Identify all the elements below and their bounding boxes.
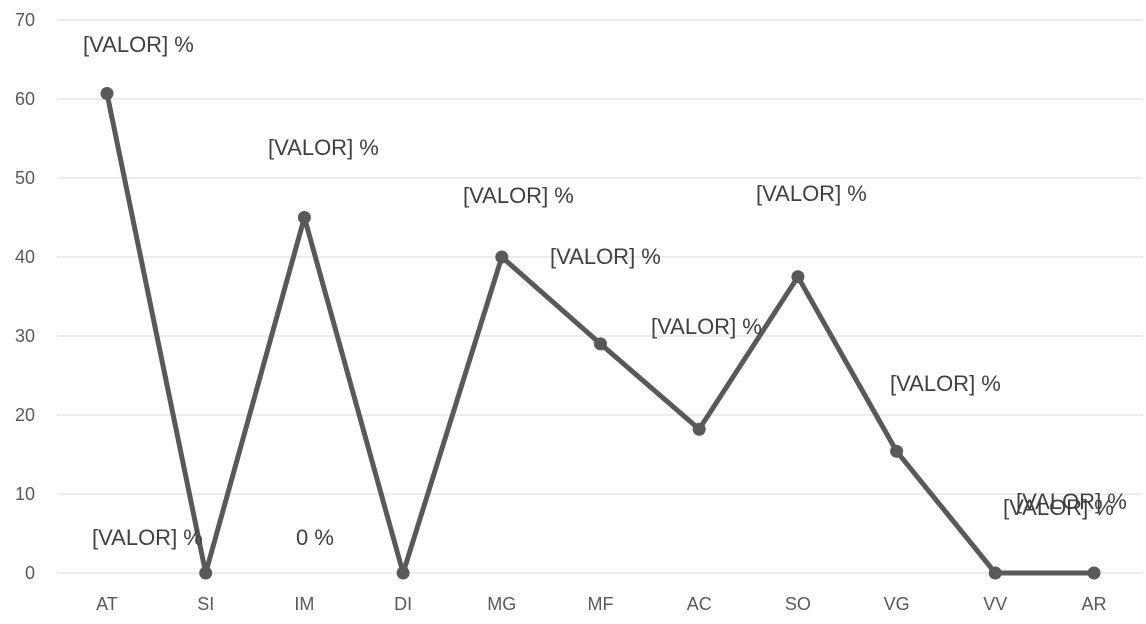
x-tick-label: DI <box>394 594 412 614</box>
data-point <box>297 211 311 224</box>
y-tick-label: 60 <box>15 89 35 109</box>
data-label: [VALOR] % <box>550 244 661 269</box>
data-point <box>100 86 114 100</box>
data-point <box>890 444 904 458</box>
y-tick-label: 20 <box>15 405 35 425</box>
data-label: 0 % <box>296 525 334 550</box>
x-tick-label: SO <box>785 594 811 614</box>
x-axis-ticks: AT SI IM DI MG MF AC SO VG VV AR <box>96 594 1106 614</box>
series-line <box>104 91 1097 576</box>
x-tick-label: AC <box>687 594 712 614</box>
data-point <box>692 422 706 436</box>
x-tick-label: VG <box>884 594 910 614</box>
y-axis-ticks: 0 10 20 30 40 50 60 70 <box>15 10 35 583</box>
data-point <box>988 566 1002 580</box>
y-tick-label: 40 <box>15 247 35 267</box>
data-label: [VALOR] % <box>92 525 203 550</box>
data-label: [VALOR] % <box>83 32 194 57</box>
data-point <box>791 270 805 284</box>
series-line-path <box>104 91 1097 576</box>
data-labels: [VALOR] %[VALOR] %[VALOR] %0 %[VALOR] %[… <box>83 32 1127 550</box>
data-label: [VALOR] % <box>756 181 867 206</box>
data-label: [VALOR] % <box>1016 489 1127 514</box>
y-tick-label: 70 <box>15 10 35 30</box>
data-point <box>396 566 410 580</box>
x-tick-label: IM <box>294 594 314 614</box>
x-tick-label: VV <box>983 594 1007 614</box>
y-tick-label: 50 <box>15 168 35 188</box>
data-label: [VALOR] % <box>1003 495 1114 520</box>
x-tick-label: SI <box>197 594 214 614</box>
x-tick-label: AT <box>96 594 118 614</box>
data-point <box>495 250 509 264</box>
data-label: [VALOR] % <box>268 135 379 160</box>
data-point <box>1087 566 1101 580</box>
data-point <box>199 566 213 580</box>
data-label: [VALOR] % <box>463 183 574 208</box>
y-tick-label: 30 <box>15 326 35 346</box>
gridlines <box>57 19 1143 574</box>
x-tick-label: AR <box>1081 594 1106 614</box>
x-tick-label: MF <box>588 594 614 614</box>
data-points <box>100 86 1101 580</box>
y-tick-label: 10 <box>15 484 35 504</box>
data-label: [VALOR] % <box>890 371 1001 396</box>
x-tick-label: MG <box>487 594 516 614</box>
data-label: [VALOR] % <box>651 314 762 339</box>
y-tick-label: 0 <box>25 563 35 583</box>
data-point <box>594 337 607 351</box>
